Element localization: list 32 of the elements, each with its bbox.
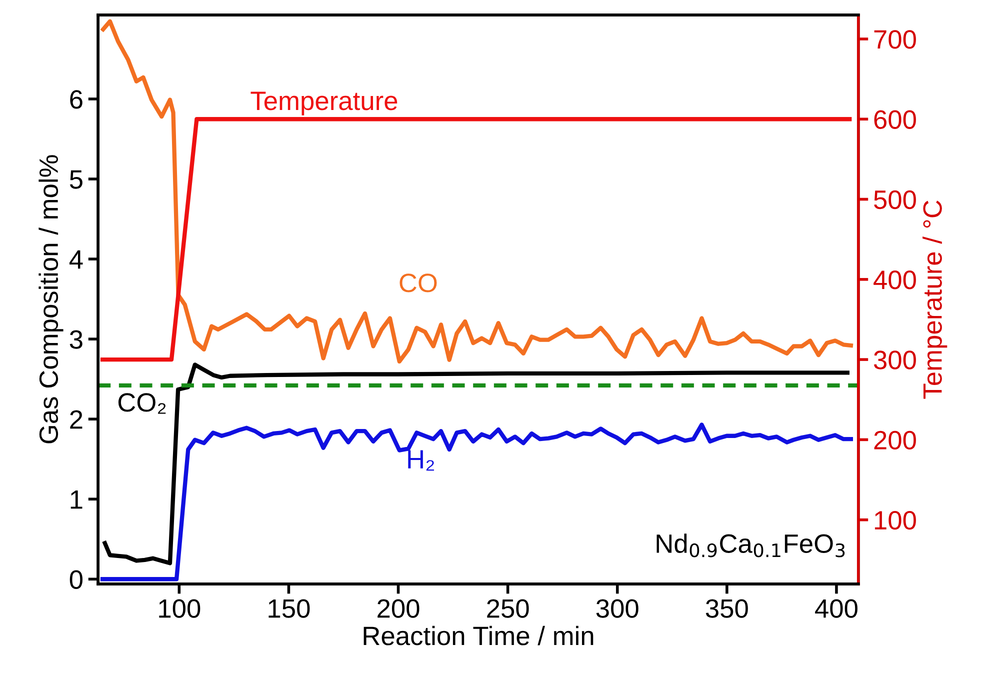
x-tick-label: 350: [706, 599, 748, 618]
y2-tick-label: 100: [874, 510, 916, 530]
x-tick-label: 200: [378, 599, 420, 618]
x-tick-label: 400: [815, 599, 858, 618]
y2-tick-label: 500: [874, 190, 916, 210]
series-label: CO₂: [118, 393, 166, 414]
series-label: Temperature: [250, 92, 398, 116]
x-tick-label: 300: [596, 599, 638, 618]
y2-tick-label: 200: [874, 430, 916, 450]
y2-axis-title: Temperature / °C: [922, 200, 948, 399]
x-axis-title: Reaction Time / min: [364, 626, 594, 646]
annotation: Nd$_{0.9}$Ca$_{0.1}$FeO$_{3}$: [656, 534, 845, 558]
y-tick-label: 6: [70, 90, 82, 109]
y2-tick-label: 300: [874, 350, 916, 370]
x-tick-label: 150: [268, 599, 310, 618]
line-series: [102, 362, 850, 566]
y2-tick-label: 400: [874, 270, 916, 290]
y-axis-title: Gas Composition / mol%: [38, 155, 64, 444]
series-label: H₂: [408, 450, 434, 471]
line-series: [100, 422, 854, 582]
series-label: CO: [400, 274, 437, 292]
y-tick-label: 0: [70, 570, 82, 589]
y2-tick-label: 700: [874, 30, 916, 49]
x-tick-label: 100: [159, 599, 200, 618]
y-tick-label: 3: [70, 330, 82, 349]
y2-tick-label: 600: [874, 110, 916, 129]
y-tick-label: 4: [69, 250, 83, 269]
y-tick-label: 5: [70, 170, 82, 189]
y-tick-label: 1: [70, 490, 82, 509]
line-series: [101, 19, 854, 364]
x-tick-label: 250: [487, 599, 529, 618]
y-tick-label: 2: [70, 410, 82, 429]
